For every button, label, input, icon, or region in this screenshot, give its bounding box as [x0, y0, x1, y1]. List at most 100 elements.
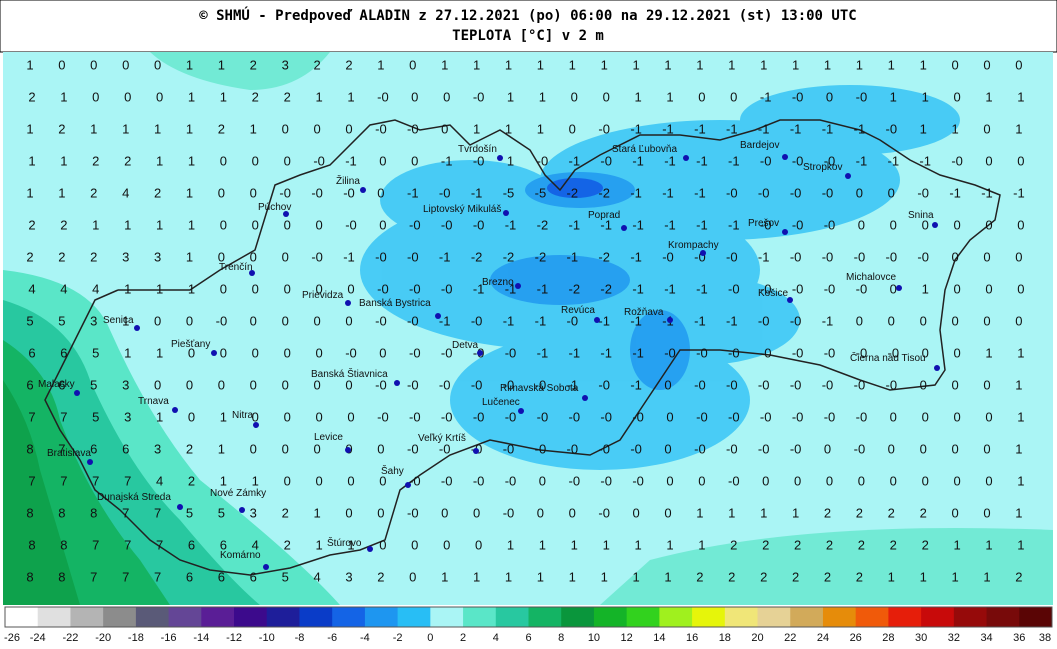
grid-value: 5 — [186, 505, 193, 520]
color-swatch — [888, 607, 922, 627]
scale-label: 28 — [882, 632, 894, 644]
grid-value: 7 — [58, 441, 65, 456]
city-label: Štúrovo — [327, 536, 362, 549]
grid-value: -0 — [822, 377, 834, 392]
grid-value: -1 — [822, 313, 834, 328]
grid-value: -0 — [377, 281, 389, 296]
grid-value: 1 — [539, 537, 546, 552]
grid-value: 1 — [220, 409, 227, 424]
scale-label: 0 — [427, 632, 433, 644]
city-dot — [503, 210, 509, 216]
grid-value: -2 — [598, 185, 610, 200]
grid-value: -1 — [439, 313, 451, 328]
grid-value: -1 — [569, 345, 581, 360]
grid-value: 1 — [1015, 441, 1022, 456]
scale-label: -12 — [226, 632, 242, 644]
scale-label: -24 — [30, 632, 46, 644]
scale-label: 14 — [653, 632, 665, 644]
grid-value: -0 — [696, 409, 708, 424]
grid-value: -0 — [632, 473, 644, 488]
color-swatch — [168, 607, 202, 627]
grid-value: 2 — [824, 569, 831, 584]
grid-value: 7 — [92, 537, 99, 552]
grid-value: 0 — [920, 313, 927, 328]
color-swatch — [790, 607, 824, 627]
grid-value: 0 — [345, 121, 352, 136]
city-dot — [683, 155, 689, 161]
grid-value: 0 — [1015, 249, 1022, 264]
grid-value: -2 — [569, 281, 581, 296]
grid-value: 0 — [315, 281, 322, 296]
color-swatch — [5, 607, 39, 627]
grid-value: -0 — [377, 89, 389, 104]
grid-value: 1 — [537, 57, 544, 72]
grid-value: -0 — [726, 441, 738, 456]
grid-value: 2 — [890, 537, 897, 552]
grid-value: 1 — [824, 57, 831, 72]
grid-value: -0 — [824, 281, 836, 296]
scale-label: 8 — [558, 632, 564, 644]
grid-value: 1 — [601, 569, 608, 584]
grid-value: -1 — [696, 281, 708, 296]
grid-value: -0 — [505, 345, 517, 360]
grid-value: -1 — [343, 249, 355, 264]
grid-value: 1 — [124, 281, 131, 296]
grid-value: 0 — [252, 281, 259, 296]
grid-value: 0 — [983, 441, 990, 456]
grid-value: 6 — [122, 441, 129, 456]
grid-value: 0 — [920, 377, 927, 392]
grid-value: 2 — [377, 569, 384, 584]
grid-value: 0 — [890, 217, 897, 232]
grid-value: -1 — [981, 185, 993, 200]
grid-value: 3 — [154, 249, 161, 264]
grid-value: 1 — [156, 345, 163, 360]
grid-value: 0 — [888, 313, 895, 328]
grid-value: 0 — [124, 89, 131, 104]
grid-value: 1 — [664, 57, 671, 72]
grid-value: 0 — [345, 505, 352, 520]
grid-value: -0 — [409, 473, 421, 488]
grid-value: 1 — [186, 249, 193, 264]
grid-value: 2 — [124, 153, 131, 168]
grid-value: 0 — [347, 473, 354, 488]
grid-value: -0 — [503, 441, 515, 456]
grid-value: 2 — [26, 249, 33, 264]
grid-value: -0 — [441, 217, 453, 232]
grid-value: 2 — [888, 505, 895, 520]
grid-value: 1 — [539, 89, 546, 104]
scale-label: -22 — [62, 632, 78, 644]
grid-value: 3 — [345, 569, 352, 584]
grid-value: -2 — [537, 217, 549, 232]
grid-value: 2 — [760, 569, 767, 584]
grid-value: 0 — [951, 505, 958, 520]
grid-value: 0 — [888, 441, 895, 456]
color-swatch — [626, 607, 660, 627]
grid-value: 0 — [698, 89, 705, 104]
grid-value: 1 — [951, 121, 958, 136]
grid-value: 1 — [634, 537, 641, 552]
city-dot — [621, 225, 627, 231]
grid-value: 0 — [664, 441, 671, 456]
grid-value: -2 — [600, 281, 612, 296]
grid-value: 0 — [1017, 217, 1024, 232]
cities: Tvrdošín Stará Ľubovňa Bardejov Stropkov Žil… — [38, 140, 940, 570]
grid-value: -1 — [441, 153, 453, 168]
grid-value: 0 — [409, 57, 416, 72]
grid-value: 1 — [1015, 377, 1022, 392]
grid-value: 0 — [284, 409, 291, 424]
grid-value: -1 — [949, 185, 961, 200]
grid-value: 0 — [951, 249, 958, 264]
grid-value: -1 — [632, 345, 644, 360]
color-swatch — [986, 607, 1020, 627]
grid-value: 0 — [951, 313, 958, 328]
scale-label: 30 — [915, 632, 927, 644]
grid-value: 0 — [953, 217, 960, 232]
grid-value: -1 — [345, 153, 357, 168]
grid-value: 1 — [250, 121, 257, 136]
grid-value: 0 — [90, 57, 97, 72]
scale-label: -26 — [4, 632, 20, 644]
grid-value: 6 — [28, 345, 35, 360]
grid-value: 0 — [282, 441, 289, 456]
grid-value: -0 — [758, 313, 770, 328]
grid-value: 0 — [250, 441, 257, 456]
